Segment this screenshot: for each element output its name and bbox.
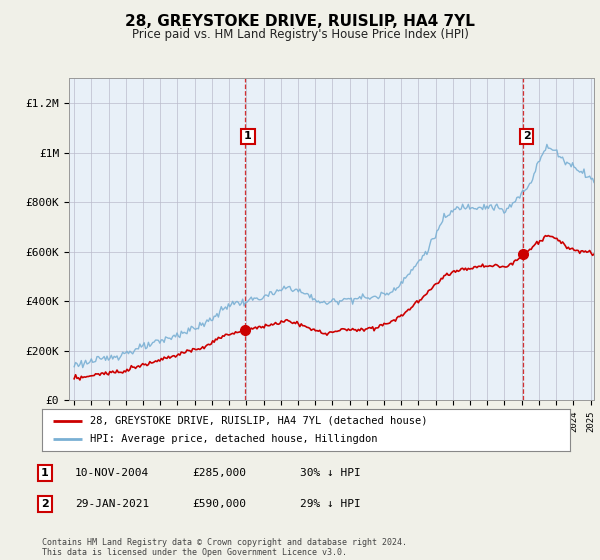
- Text: Price paid vs. HM Land Registry's House Price Index (HPI): Price paid vs. HM Land Registry's House …: [131, 28, 469, 41]
- Text: 1: 1: [244, 132, 252, 141]
- Text: 30% ↓ HPI: 30% ↓ HPI: [300, 468, 361, 478]
- Text: 1: 1: [41, 468, 49, 478]
- Text: 29% ↓ HPI: 29% ↓ HPI: [300, 499, 361, 509]
- Text: HPI: Average price, detached house, Hillingdon: HPI: Average price, detached house, Hill…: [89, 434, 377, 444]
- Text: £590,000: £590,000: [192, 499, 246, 509]
- Text: 10-NOV-2004: 10-NOV-2004: [75, 468, 149, 478]
- Text: 28, GREYSTOKE DRIVE, RUISLIP, HA4 7YL: 28, GREYSTOKE DRIVE, RUISLIP, HA4 7YL: [125, 14, 475, 29]
- Text: 2: 2: [41, 499, 49, 509]
- Text: 2: 2: [523, 132, 530, 141]
- Text: 28, GREYSTOKE DRIVE, RUISLIP, HA4 7YL (detached house): 28, GREYSTOKE DRIVE, RUISLIP, HA4 7YL (d…: [89, 416, 427, 426]
- Text: Contains HM Land Registry data © Crown copyright and database right 2024.
This d: Contains HM Land Registry data © Crown c…: [42, 538, 407, 557]
- Text: £285,000: £285,000: [192, 468, 246, 478]
- Text: 29-JAN-2021: 29-JAN-2021: [75, 499, 149, 509]
